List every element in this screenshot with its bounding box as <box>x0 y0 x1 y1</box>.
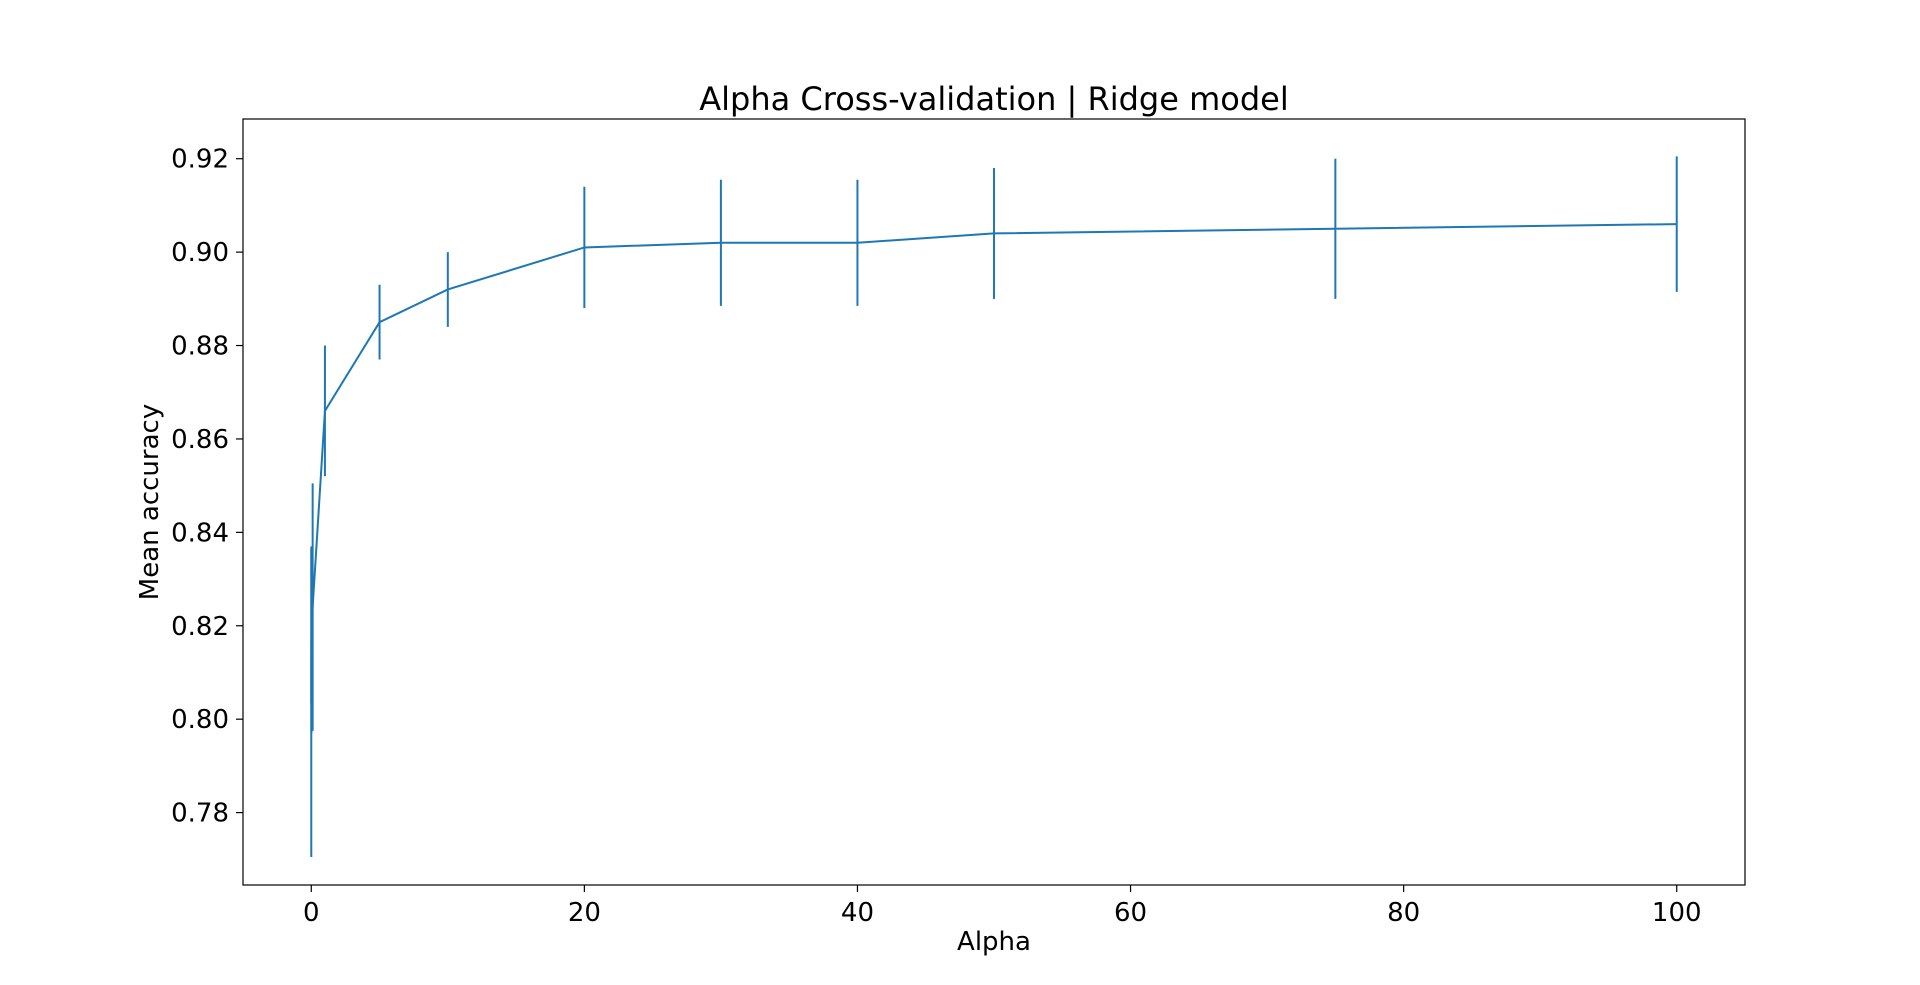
x-axis-label: Alpha <box>957 927 1031 957</box>
y-axis: 0.78 0.80 0.82 0.84 0.86 0.88 0.90 0.92 <box>171 145 243 829</box>
data-marks <box>310 156 1678 857</box>
chart-title: Alpha Cross-validation | Ridge model <box>699 80 1288 118</box>
y-tick-label: 0.80 <box>171 705 229 735</box>
y-tick-label: 0.88 <box>171 332 229 362</box>
x-tick-label: 60 <box>1114 898 1147 928</box>
x-tick-label: 80 <box>1387 898 1420 928</box>
x-tick-label: 40 <box>841 898 874 928</box>
y-tick-label: 0.78 <box>171 799 229 829</box>
x-axis: 0 20 40 60 80 100 <box>303 885 1702 928</box>
x-tick-label: 0 <box>303 898 320 928</box>
y-tick-label: 0.86 <box>171 425 229 455</box>
y-tick-label: 0.90 <box>171 238 229 268</box>
y-tick-label: 0.84 <box>171 518 229 548</box>
plot-frame <box>242 118 1746 886</box>
x-tick-label: 20 <box>568 898 601 928</box>
y-tick-label: 0.92 <box>171 145 229 175</box>
x-tick-label: 100 <box>1652 898 1702 928</box>
y-tick-label: 0.82 <box>171 612 229 642</box>
y-axis-label: Mean accuracy <box>135 404 165 600</box>
